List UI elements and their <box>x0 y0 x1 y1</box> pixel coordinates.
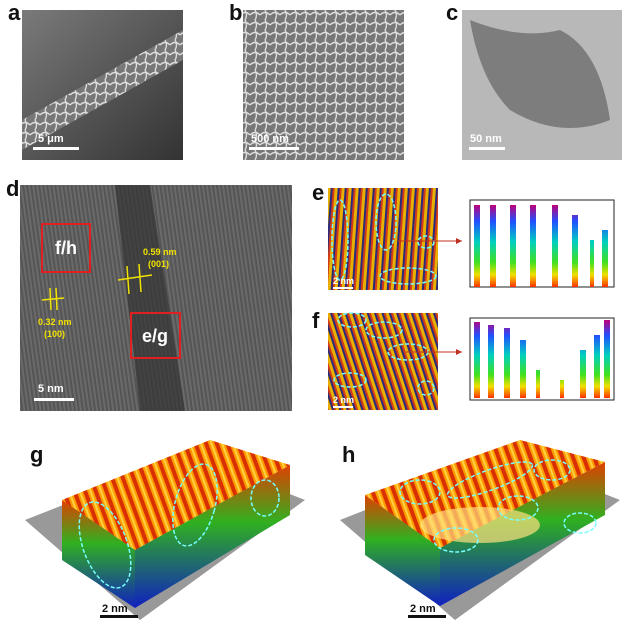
surface-side <box>62 500 135 608</box>
arrow-head <box>456 238 462 244</box>
region-label: f/h <box>55 238 77 258</box>
scale-bar-label: 5 nm <box>38 383 64 395</box>
lattice-spacing: 0.59 nm <box>143 247 177 257</box>
scale-bar <box>408 615 446 618</box>
panel-label: b <box>229 0 242 25</box>
panel-label: e <box>312 180 324 205</box>
panel-label: g <box>30 442 43 467</box>
surface-side <box>135 465 290 608</box>
scale-bar-label: 2 nm <box>102 603 128 615</box>
panel-label: h <box>342 442 355 467</box>
region-box <box>130 312 181 359</box>
defect-ellipses <box>333 312 435 396</box>
panel-label: f <box>312 308 320 333</box>
panel-label: d <box>6 176 19 201</box>
defect-ellipses <box>78 463 280 589</box>
fringe-image <box>328 313 438 410</box>
surface-side <box>365 495 440 606</box>
layer-band <box>115 185 185 411</box>
lattice-plane: (100) <box>44 329 65 339</box>
scale-bar <box>249 147 299 150</box>
scale-bar-label: 2 nm <box>333 276 354 286</box>
defect-ellipses <box>331 193 437 285</box>
scale-bar-label: 5 μm <box>38 133 64 145</box>
nanosheet <box>470 20 610 128</box>
scale-bar <box>333 287 353 289</box>
panel-label: a <box>8 0 21 25</box>
scale-bar <box>34 398 74 401</box>
scale-bar-label: 50 nm <box>470 133 502 145</box>
nanowire <box>22 30 183 150</box>
lattice-spacing: 0.32 nm <box>38 317 72 327</box>
lattice-marker <box>117 263 153 295</box>
scale-bar <box>333 406 353 408</box>
lattice-plane: (001) <box>148 259 169 269</box>
arrow-head <box>456 349 462 355</box>
region-box <box>41 223 91 273</box>
scale-bar <box>33 147 79 150</box>
sem-image <box>243 10 404 160</box>
panel-label: c <box>446 0 458 25</box>
region-label: e/g <box>142 326 168 346</box>
profile-peaks <box>474 320 610 398</box>
scale-bar <box>469 147 505 150</box>
fringe-image <box>328 188 438 290</box>
lattice-marker <box>41 287 65 311</box>
scale-bar-label: 2 nm <box>410 603 436 615</box>
scale-bar <box>100 615 138 618</box>
profile-peaks <box>474 205 608 287</box>
scale-bar-label: 500 nm <box>251 133 289 145</box>
bright-region <box>420 507 540 543</box>
scale-bar-label: 2 nm <box>333 395 354 405</box>
defect-ellipses <box>399 459 597 553</box>
